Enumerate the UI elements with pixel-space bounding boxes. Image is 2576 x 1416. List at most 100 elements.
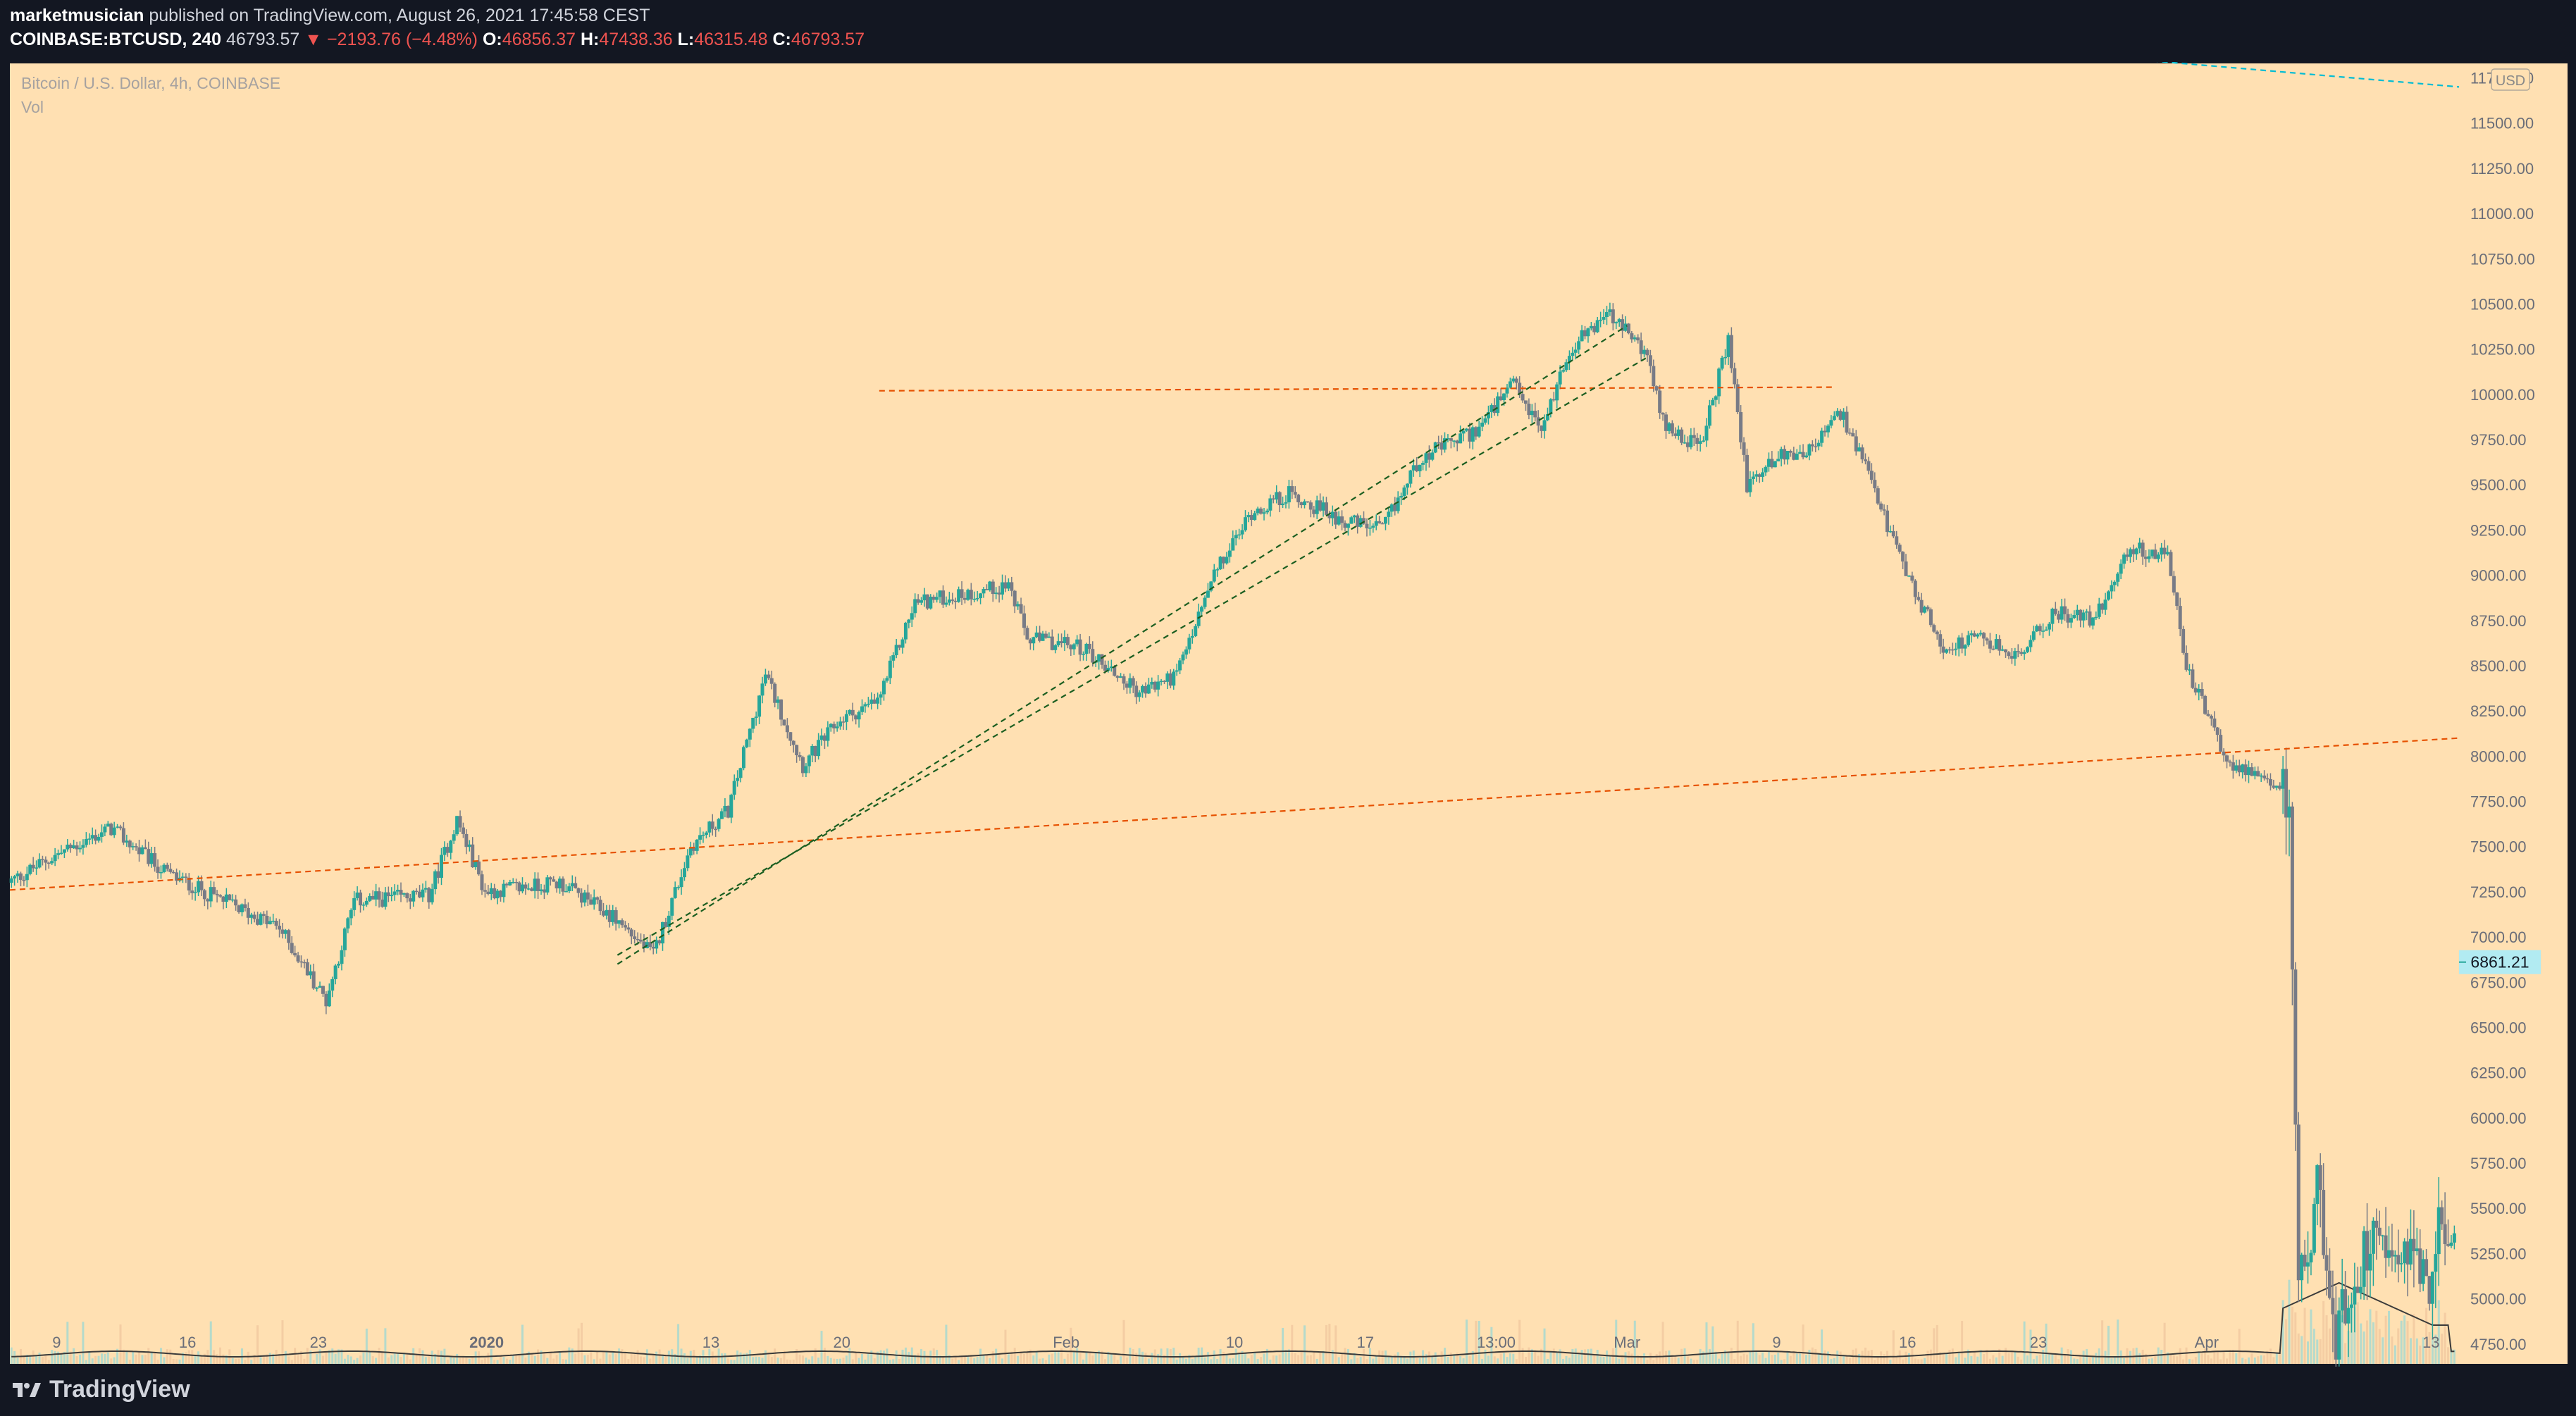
candle-body	[125, 840, 129, 843]
volume-bar	[2241, 1358, 2244, 1364]
candles	[9, 302, 2456, 1367]
candle-body	[2075, 609, 2079, 616]
volume-bar	[1883, 1354, 1885, 1364]
candle-body	[2085, 611, 2089, 613]
candle-body	[966, 590, 970, 600]
volume-bar	[945, 1324, 948, 1364]
candle-body	[1704, 426, 1709, 441]
candle-body	[436, 871, 440, 878]
candle-body	[1206, 590, 1210, 598]
volume-bar	[1440, 1351, 1443, 1364]
candle-body	[1904, 561, 1908, 576]
candle-body	[785, 725, 789, 733]
volume-bar	[185, 1352, 187, 1364]
y-tick-label: 6750.00	[2470, 974, 2527, 991]
candle-body	[2138, 542, 2142, 549]
volume-bar	[1942, 1353, 1945, 1364]
author-name[interactable]: marketmusician	[10, 6, 144, 25]
volume-bar	[1702, 1351, 1705, 1364]
x-axis: 9 16 23 2020 13 20 Feb 10 17 13:00 Mar 9 16 23 Apr 13	[52, 1334, 2439, 1351]
candle-body	[869, 699, 874, 704]
volume-bar	[1826, 1351, 1829, 1364]
volume-bar	[695, 1358, 698, 1364]
volume-bar	[1400, 1355, 1403, 1364]
candle-body	[1060, 641, 1064, 643]
candle-body	[751, 717, 755, 729]
candle-body	[1459, 433, 1463, 444]
candle-body	[421, 889, 425, 898]
candle-body	[2371, 1220, 2375, 1254]
volume-bar	[1418, 1358, 1421, 1364]
candle-body	[826, 727, 830, 741]
volume-bar	[278, 1353, 281, 1364]
volume-bar	[537, 1349, 540, 1364]
candle-body	[252, 914, 256, 919]
candle-body	[1832, 416, 1836, 421]
volume-bar	[1328, 1324, 1331, 1364]
volume-bar	[1066, 1353, 1069, 1364]
candle-body	[361, 905, 366, 906]
volume-bar	[419, 1348, 421, 1364]
volume-bar	[845, 1355, 848, 1364]
volume-bar	[1939, 1352, 1942, 1364]
candle-body	[1533, 411, 1537, 418]
candle-body	[988, 581, 992, 590]
volume-bar	[1306, 1355, 1309, 1364]
volume-bar	[2328, 1328, 2331, 1364]
volume-bar	[2076, 1359, 2079, 1364]
volume-bar	[1711, 1326, 1714, 1364]
volume-bar	[1773, 1354, 1776, 1364]
candle-body	[2004, 649, 2008, 652]
candle-body	[1418, 464, 1422, 471]
candle-body	[94, 835, 98, 841]
candle-body	[991, 581, 995, 595]
high-label: H:	[580, 30, 600, 49]
volume-bar	[1630, 1353, 1633, 1364]
volume-bar	[1724, 1350, 1727, 1364]
volume-bar	[630, 1353, 633, 1364]
candle-body	[359, 892, 363, 906]
tradingview-logo[interactable]: TradingView	[11, 1376, 190, 1403]
volume-bar	[424, 1357, 427, 1364]
candle-body	[1334, 511, 1338, 525]
candle-body	[2421, 1259, 2425, 1284]
candle-body	[268, 921, 272, 924]
volume-bar	[951, 1358, 954, 1364]
price-chart[interactable]: 4750.005000.005250.005500.005750.006000.…	[0, 62, 2576, 1367]
candle-body	[1187, 638, 1191, 650]
volume-bar	[1892, 1330, 1895, 1364]
candle-body	[1028, 639, 1032, 644]
candle-body	[984, 589, 989, 590]
candle-body	[1387, 511, 1391, 517]
candle-body	[1178, 660, 1182, 671]
volume-bar	[1122, 1319, 1125, 1364]
volume-bar	[1182, 1357, 1184, 1364]
candle-body	[293, 952, 297, 956]
candle-body	[552, 879, 556, 882]
candle-body	[1290, 486, 1294, 492]
candle-body	[2200, 688, 2204, 696]
volume-bar	[1263, 1353, 1265, 1364]
candle-body	[1882, 509, 1886, 511]
volume-bar	[2010, 1351, 2013, 1364]
candle-body	[1470, 427, 1475, 442]
volume-bar	[334, 1353, 337, 1364]
candle-body	[405, 893, 409, 899]
volume-bar	[1120, 1356, 1122, 1364]
volume-bar	[253, 1354, 256, 1364]
x-tick-label: 16	[1899, 1334, 1916, 1351]
candle-body	[2035, 626, 2039, 632]
candle-body	[473, 861, 478, 868]
candle-body	[380, 899, 384, 907]
candle-body	[1175, 670, 1179, 672]
volume-bar	[1929, 1349, 1932, 1364]
volume-bar	[1924, 1358, 1926, 1364]
candle-body	[1150, 681, 1154, 685]
currency-badge[interactable]	[2491, 68, 2530, 91]
volume-bar	[1007, 1354, 1010, 1364]
volume-bar	[2356, 1302, 2359, 1364]
volume-bar	[2288, 1279, 2291, 1364]
footer-bar	[0, 1367, 2576, 1416]
candle-body	[455, 816, 459, 835]
volume-bar	[406, 1354, 409, 1364]
